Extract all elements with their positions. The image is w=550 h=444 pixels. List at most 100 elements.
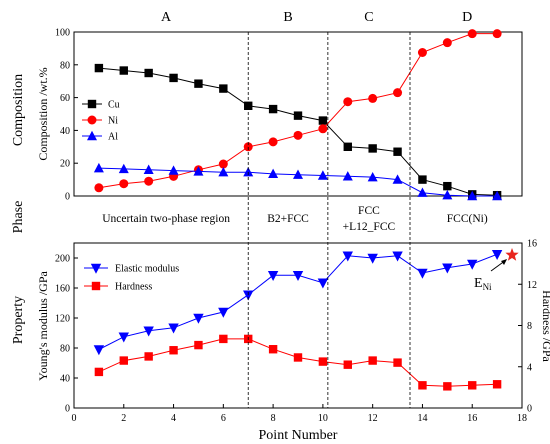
property-y-right-axis-label: Hardness /GPa — [540, 290, 550, 362]
data-point-ni — [368, 93, 378, 103]
data-point-hardness — [219, 334, 228, 344]
side-label-property: Property — [11, 296, 26, 344]
region-label-c: C — [364, 10, 373, 25]
data-point-al — [342, 171, 353, 181]
region-label-b: B — [283, 10, 292, 25]
phase-label: B2+FCC — [267, 213, 309, 225]
legend-item-al: Al — [82, 130, 118, 143]
data-point-elastic-modulus — [243, 290, 254, 301]
legend-item-hardness: Hardness — [84, 282, 152, 293]
phase-label: FCC(Ni) — [447, 213, 488, 225]
data-point-elastic-modulus — [267, 271, 279, 281]
composition-y-tick-label: 40 — [60, 126, 70, 137]
data-point-al — [442, 189, 453, 200]
data-point-elastic-modulus — [367, 253, 378, 264]
annotation-label: ENi — [474, 276, 492, 292]
side-label-phase: Phase — [11, 201, 26, 234]
data-point-al — [467, 190, 478, 201]
property-y-right-tick-label: 8 — [527, 321, 532, 332]
data-point-al — [317, 170, 328, 180]
data-point-al — [218, 167, 229, 177]
data-point-cu — [318, 116, 328, 125]
legend-marker — [91, 281, 101, 291]
data-point-hardness — [293, 353, 303, 362]
data-point-ni — [144, 176, 154, 186]
data-point-cu — [368, 144, 377, 153]
x-tick-label: 18 — [517, 413, 527, 424]
phase-label: Uncertain two-phase region — [102, 213, 230, 225]
property-y-tick-label: 120 — [55, 314, 70, 325]
data-point-elastic-modulus — [218, 307, 229, 318]
data-point-al — [417, 187, 428, 197]
legend-label: Hardness — [115, 282, 152, 293]
data-point-hardness — [393, 358, 402, 367]
data-point-elastic-modulus — [342, 251, 353, 262]
x-tick-label: 14 — [417, 413, 427, 424]
series-cu — [94, 63, 502, 200]
property-y-right-tick-label: 16 — [527, 239, 537, 250]
data-point-ni — [218, 159, 228, 169]
data-point-al — [392, 174, 403, 184]
legend-item-elastic-modulus: Elastic modulus — [84, 264, 179, 275]
data-point-ni — [442, 38, 452, 48]
data-point-hardness — [194, 340, 203, 350]
legend-marker — [87, 130, 97, 141]
data-point-elastic-modulus — [292, 271, 304, 281]
data-point-al — [243, 167, 254, 177]
data-point-ni — [417, 48, 427, 57]
property-y-right-tick-label: 0 — [527, 404, 532, 415]
composition-y-tick-label: 100 — [55, 28, 70, 39]
data-point-elastic-modulus — [93, 345, 105, 356]
data-point-elastic-modulus — [168, 323, 179, 334]
data-point-ni — [268, 137, 278, 147]
composition-y-tick-label: 80 — [60, 60, 70, 71]
composition-y-tick-label: 20 — [60, 159, 70, 170]
data-point-elastic-modulus — [118, 332, 129, 343]
data-point-hardness — [169, 346, 178, 355]
legend-label: Al — [108, 132, 118, 143]
composition-y-tick-label: 0 — [65, 192, 70, 203]
data-point-hardness — [119, 356, 128, 365]
composition-plot-frame — [73, 31, 523, 197]
data-point-ni — [243, 142, 253, 152]
annotation-arrowhead — [501, 259, 508, 265]
x-tick-label: 4 — [171, 413, 176, 424]
series-elastic-modulus — [93, 250, 503, 356]
x-axis-label: Point Number — [259, 428, 338, 443]
data-point-hardness — [268, 345, 278, 354]
data-point-al — [367, 171, 378, 182]
data-point-cu — [443, 181, 452, 191]
data-point-elastic-modulus — [467, 259, 478, 270]
property-y-axis-label: Young's modulus /GPa — [36, 271, 50, 381]
data-point-al — [193, 166, 204, 176]
data-point-ni — [293, 130, 303, 140]
data-point-al — [93, 162, 104, 173]
property-y-tick-label: 80 — [60, 344, 70, 355]
data-point-cu — [119, 66, 128, 75]
legend-item-ni: Ni — [82, 115, 118, 127]
region-dividers — [247, 32, 411, 408]
x-tick-label: 0 — [72, 413, 77, 424]
data-point-cu — [393, 147, 402, 156]
data-point-hardness — [468, 381, 477, 390]
property-y-right-tick-label: 12 — [527, 280, 537, 291]
data-point-cu — [219, 84, 228, 93]
data-point-ni — [492, 29, 502, 39]
series-line-ni — [98, 33, 498, 189]
x-tick-label: 16 — [467, 413, 477, 424]
data-point-elastic-modulus — [193, 313, 204, 324]
phase-label: FCC — [358, 205, 380, 217]
data-point-elastic-modulus — [143, 326, 154, 337]
data-point-cu — [194, 79, 203, 88]
composition-panel: 0 20 40 60 80 100 Cu Ni Al A B C D — [55, 10, 503, 203]
series-e-ni — [505, 248, 519, 261]
x-tick-label: 12 — [368, 413, 378, 424]
series-ni — [94, 29, 502, 193]
data-point-al — [492, 190, 503, 201]
series-al — [93, 162, 503, 201]
side-label-composition: Composition — [11, 74, 26, 146]
data-point-hardness — [144, 352, 153, 361]
x-tick-label: 6 — [221, 413, 226, 424]
region-label-d: D — [462, 10, 472, 25]
